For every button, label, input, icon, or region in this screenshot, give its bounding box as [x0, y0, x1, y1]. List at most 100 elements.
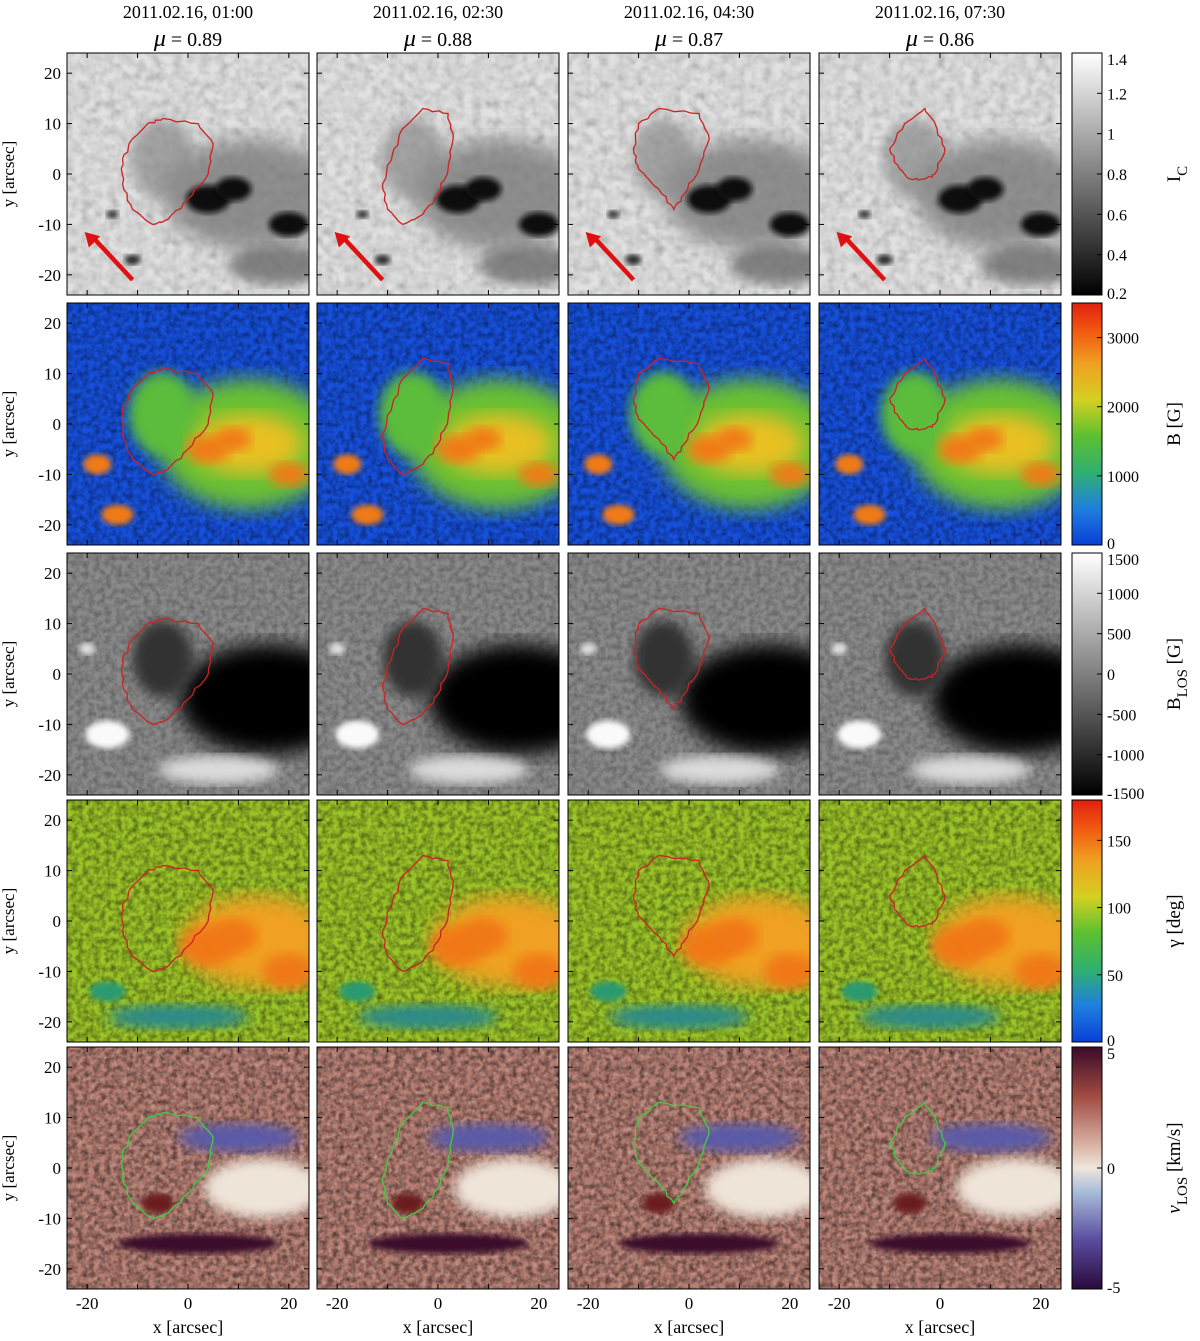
red-arrow [84, 231, 135, 282]
panel-gamma-2 [316, 799, 560, 1043]
colorbar-tick-label: -500 [1107, 707, 1136, 724]
region-contour [120, 1111, 214, 1220]
x-tick-label: 0 [184, 1294, 193, 1313]
column-mu-title: μ = 0.86 [905, 26, 974, 52]
column-date-title: 2011.02.16, 04:30 [624, 2, 754, 22]
region-contour [888, 1101, 946, 1175]
colorbar-ic: 1.4 1.2 1 0.8 0.6 0.4 0.2 IC [1071, 52, 1191, 303]
colorbar-b_los: 1500 1000 500 0 -500 -1000 -1500 BLOS [G] [1071, 552, 1191, 803]
colorbar-tick-label: 0 [1107, 667, 1115, 684]
colorbar-label: vLOS [km/s] [1164, 1122, 1191, 1213]
column-date-title: 2011.02.16, 07:30 [875, 2, 1005, 22]
region-contour [120, 864, 214, 973]
panel-v_los-4: -20 0 20 x [arcsec] [818, 1046, 1062, 1337]
region-contour [632, 107, 710, 211]
region-contour [381, 1101, 454, 1220]
colorbar-tick-label: 0 [1107, 1033, 1115, 1050]
region-contour [632, 357, 710, 461]
y-tick-label: 20 [44, 64, 61, 83]
colorbar-tick-label: 1.4 [1107, 52, 1127, 69]
panel-b-3 [567, 302, 811, 546]
colorbar-tick-label: 0 [1107, 1161, 1115, 1178]
x-tick-label: -20 [577, 1294, 600, 1313]
panel-b_los-3 [567, 552, 811, 796]
colorbar-tick-label: 1 [1107, 127, 1115, 144]
colorbar-b: 3000 2000 1000 0 B [G] [1071, 302, 1185, 553]
panel-ic-3 [567, 52, 811, 296]
panel-ic-1: 20 10 0 -10 -20 y [arcsec] [0, 52, 310, 296]
region-contour [381, 107, 454, 226]
region-contour [381, 854, 454, 973]
colorbar-tick-label: 1000 [1107, 469, 1139, 486]
y-tick-label: 0 [53, 665, 62, 684]
colorbar-label: BLOS [G] [1164, 638, 1191, 710]
y-tick-label: -20 [38, 1260, 61, 1279]
column-mu-title: μ = 0.87 [654, 26, 723, 52]
y-tick-label: -10 [38, 465, 61, 484]
column-date-title: 2011.02.16, 01:00 [123, 2, 253, 22]
y-tick-label: 10 [44, 615, 61, 634]
x-tick-label: 20 [280, 1294, 297, 1313]
colorbar-tick-label: 0.6 [1107, 207, 1127, 224]
panel-gamma-4 [818, 799, 1062, 1043]
x-tick-label: -20 [76, 1294, 99, 1313]
panel-b_los-4 [818, 552, 1062, 796]
x-axis-label: x [arcsec] [905, 1317, 975, 1337]
region-contour [120, 617, 214, 726]
colorbar-tick-label: 0 [1107, 536, 1115, 553]
panel-ic-2 [316, 52, 560, 296]
x-axis-label: x [arcsec] [654, 1317, 724, 1337]
y-tick-label: 10 [44, 365, 61, 384]
colorbar-tick-label: 1.2 [1107, 86, 1127, 103]
region-contour [632, 607, 710, 711]
region-contour [888, 107, 946, 181]
y-tick-label: -20 [38, 766, 61, 785]
region-contour [632, 854, 710, 958]
y-axis-label: y [arcsec] [0, 888, 18, 955]
x-axis-label: x [arcsec] [153, 1317, 223, 1337]
y-tick-label: 0 [53, 912, 62, 931]
region-contour [120, 117, 214, 226]
x-tick-label: 0 [936, 1294, 945, 1313]
colorbar-v_los: 5 0 -5 vLOS [km/s] [1071, 1046, 1191, 1297]
column-mu-title: μ = 0.89 [153, 26, 222, 52]
red-arrow [585, 231, 636, 282]
x-tick-label: 20 [781, 1294, 798, 1313]
colorbar-tick-label: 0.2 [1107, 286, 1127, 303]
y-tick-label: -20 [38, 516, 61, 535]
colorbar-tick-label: 150 [1107, 833, 1131, 850]
x-tick-label: -20 [828, 1294, 851, 1313]
region-contour [381, 357, 454, 476]
y-tick-label: -10 [38, 1209, 61, 1228]
region-contour [888, 607, 946, 681]
y-tick-label: -10 [38, 215, 61, 234]
y-tick-label: 10 [44, 115, 61, 134]
colorbar-tick-label: 1500 [1107, 552, 1139, 569]
y-axis-label: y [arcsec] [0, 391, 18, 458]
colorbar-tick-label: -5 [1107, 1280, 1120, 1297]
panel-v_los-1: 20 10 0 -10 -20 y [arcsec] -20 0 20 x [arcsec] [0, 1046, 310, 1337]
colorbar-tick-label: -1500 [1107, 786, 1144, 803]
colorbar-label: γ [deg] [1164, 894, 1185, 948]
y-tick-label: 0 [53, 1159, 62, 1178]
y-tick-label: 10 [44, 862, 61, 881]
y-tick-label: -10 [38, 715, 61, 734]
x-axis-label: x [arcsec] [403, 1317, 473, 1337]
red-arrow [836, 231, 887, 282]
panel-b-1: 20 10 0 -10 -20 y [arcsec] [0, 302, 310, 546]
colorbar-tick-label: 50 [1107, 968, 1123, 985]
x-tick-label: 0 [685, 1294, 694, 1313]
column-mu-title: μ = 0.88 [403, 26, 472, 52]
region-contour [888, 854, 946, 928]
y-tick-label: 20 [44, 314, 61, 333]
y-tick-label: 20 [44, 1058, 61, 1077]
colorbar-tick-label: 0.8 [1107, 167, 1127, 184]
y-tick-label: -20 [38, 266, 61, 285]
panel-b_los-1: 20 10 0 -10 -20 y [arcsec] [0, 552, 310, 796]
region-contour [888, 357, 946, 431]
panel-gamma-3 [567, 799, 811, 1043]
colorbar-tick-label: 3000 [1107, 331, 1139, 348]
panel-b_los-2 [316, 552, 560, 796]
red-arrow [334, 231, 385, 282]
